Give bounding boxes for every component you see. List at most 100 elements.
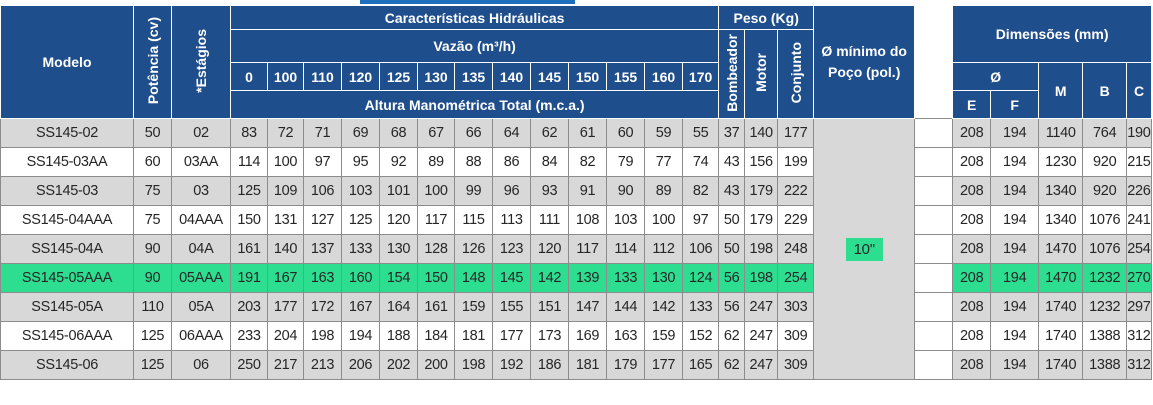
- header-motor: Motor: [744, 29, 779, 119]
- cell-altura: 202: [379, 350, 418, 380]
- header-estagios: *Estágios: [171, 5, 231, 119]
- cell-altura: 74: [681, 147, 720, 177]
- cell-altura: 101: [379, 176, 418, 206]
- cell-altura: 181: [454, 321, 493, 351]
- cell-altura: 160: [341, 263, 380, 293]
- cell-altura: 147: [568, 292, 607, 322]
- cell-b: 764: [1082, 118, 1128, 148]
- cell-bombeador: 62: [718, 321, 746, 351]
- cell-estagios: 06AAA: [171, 321, 231, 351]
- cell-altura: 127: [303, 205, 342, 235]
- cell-b: 1232: [1082, 292, 1128, 322]
- cell-altura: 95: [341, 147, 380, 177]
- cell-estagios: 03: [171, 176, 231, 206]
- cell-altura: 125: [230, 176, 268, 206]
- cell-estagios: 05A: [171, 292, 231, 322]
- header-f: F: [990, 90, 1040, 119]
- cell-altura: 130: [379, 234, 418, 264]
- cell-altura: 200: [417, 350, 455, 380]
- cell-altura: 66: [454, 118, 493, 148]
- cell-altura: 172: [303, 292, 342, 322]
- cell-b: 1388: [1082, 350, 1128, 380]
- cell-altura: 117: [417, 205, 455, 235]
- cell-altura: 60: [606, 118, 645, 148]
- cell-altura: 142: [644, 292, 683, 322]
- cell-altura: 144: [606, 292, 645, 322]
- cell-estagios: 04A: [171, 234, 231, 264]
- cell-altura: 61: [568, 118, 607, 148]
- cell-altura: 89: [417, 147, 455, 177]
- header-modelo: Modelo: [0, 5, 134, 119]
- cell-conjunto: 248: [777, 234, 815, 264]
- table-row: SS145-06 125 06 250 217 213 206 202 200 198 192 186…: [0, 350, 1152, 380]
- cell-bombeador: 50: [718, 205, 746, 235]
- cell-altura: 150: [417, 263, 455, 293]
- cell-altura: 139: [568, 263, 607, 293]
- cell-e: 208: [952, 118, 992, 148]
- cell-conjunto: 254: [777, 263, 815, 293]
- cell-altura: 77: [644, 147, 683, 177]
- cell-altura: 82: [568, 147, 607, 177]
- cell-altura: 130: [644, 263, 683, 293]
- pump-spec-table: Modelo Potência (cv) *Estágios Caracterí…: [0, 5, 1152, 380]
- cell-motor: 247: [744, 292, 779, 322]
- cell-c: 2972: [1126, 292, 1152, 322]
- cell-potencia: 90: [133, 234, 172, 264]
- cell-modelo: SS145-03: [0, 176, 134, 206]
- cell-altura: 213: [303, 350, 342, 380]
- cell-m: 1740: [1038, 350, 1084, 380]
- cell-c: 2546: [1126, 234, 1152, 264]
- cell-c: 2416: [1126, 205, 1152, 235]
- cell-altura: 155: [492, 292, 531, 322]
- cell-altura: 133: [341, 234, 380, 264]
- cell-altura: 114: [606, 234, 645, 264]
- cell-altura: 131: [267, 205, 304, 235]
- cell-estagios: 04AAA: [171, 205, 231, 235]
- cell-b: 1232: [1082, 263, 1128, 293]
- cell-bombeador: 62: [718, 350, 746, 380]
- cell-altura: 117: [568, 234, 607, 264]
- header-flow-0: 0: [230, 62, 268, 91]
- table-header: Modelo Potência (cv) *Estágios Caracterí…: [0, 5, 1152, 119]
- cell-modelo: SS145-04A: [0, 234, 134, 264]
- cell-conjunto: 309: [777, 350, 815, 380]
- cell-b: 1388: [1082, 321, 1128, 351]
- cell-altura: 89: [644, 176, 683, 206]
- cell-f: 194: [990, 350, 1040, 380]
- cell-e: 208: [952, 292, 992, 322]
- cell-altura: 93: [530, 176, 569, 206]
- table-row: SS145-05AAA 90 05AAA 191 167 163 160 154 150 148 1…: [0, 263, 1152, 293]
- cell-motor: 247: [744, 321, 779, 351]
- cell-m: 1230: [1038, 147, 1084, 177]
- cell-altura: 120: [530, 234, 569, 264]
- cell-altura: 167: [267, 263, 304, 293]
- cell-potencia: 125: [133, 350, 172, 380]
- cell-motor: 198: [744, 234, 779, 264]
- header-vazao: Vazão (m³/h): [229, 29, 720, 63]
- cell-altura: 120: [379, 205, 418, 235]
- cell-altura: 163: [303, 263, 342, 293]
- column-gap: [914, 350, 954, 380]
- cell-m: 1140: [1038, 118, 1084, 148]
- cell-c: 3128: [1126, 350, 1152, 380]
- cell-altura: 62: [530, 118, 569, 148]
- cell-c: 1904: [1126, 118, 1152, 148]
- cell-altura: 99: [454, 176, 493, 206]
- cell-potencia: 90: [133, 263, 172, 293]
- cell-poco-minimo: 10": [813, 118, 916, 380]
- cell-altura: 140: [267, 234, 304, 264]
- cell-altura: 181: [568, 350, 607, 380]
- cell-conjunto: 229: [777, 205, 815, 235]
- cell-conjunto: 309: [777, 321, 815, 351]
- cell-f: 194: [990, 205, 1040, 235]
- cell-altura: 188: [379, 321, 418, 351]
- cell-altura: 186: [530, 350, 569, 380]
- cell-altura: 133: [606, 263, 645, 293]
- cell-altura: 159: [454, 292, 493, 322]
- cell-e: 208: [952, 147, 992, 177]
- header-flow-10: 155: [606, 62, 645, 91]
- cell-altura: 100: [644, 205, 683, 235]
- cell-potencia: 110: [133, 292, 172, 322]
- cell-altura: 106: [681, 234, 720, 264]
- cell-altura: 154: [379, 263, 418, 293]
